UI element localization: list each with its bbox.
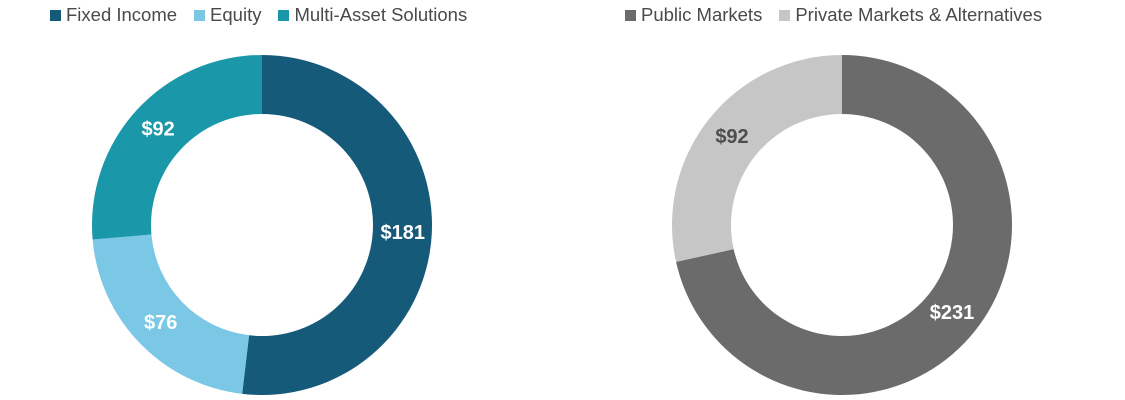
legend-item-public-markets: Public Markets: [625, 4, 762, 26]
slice-private-markets-alternatives: [672, 55, 842, 262]
legend-item-private-markets-alternatives: Private Markets & Alternatives: [779, 4, 1042, 26]
legend-label-public-markets: Public Markets: [641, 4, 763, 25]
slice-multi-asset-solutions: [91, 55, 262, 240]
legend-label-equity: Equity: [210, 4, 262, 25]
chart-right: Public Markets Private Markets & Alternat…: [560, 0, 1125, 400]
slice-value-label-public-markets: $231: [930, 302, 975, 324]
slice-value-label-private-markets-alternatives: $92: [715, 126, 748, 148]
slice-fixed-income: [242, 55, 432, 395]
slice-equity: [92, 234, 250, 394]
legend-swatch-fixed-income: [50, 9, 61, 21]
chart-left: Fixed Income Equity Multi-Asset Solutions …: [0, 0, 560, 400]
legend-label-fixed-income: Fixed Income: [66, 4, 178, 25]
legend-swatch-multi-asset-solutions: [278, 9, 290, 21]
slice-public-markets: [676, 55, 1012, 396]
legend-swatch-public-markets: [625, 9, 636, 21]
legend-right: Public Markets Private Markets & Alternat…: [625, 4, 1059, 26]
legend-item-equity: Equity: [194, 4, 261, 26]
slice-value-label-equity: $76: [144, 312, 177, 334]
legend-item-multi-asset-solutions: Multi-Asset Solutions: [278, 4, 467, 26]
slice-value-label-fixed-income: $181: [381, 222, 426, 244]
legend-swatch-equity: [194, 9, 206, 21]
donut-chart-left: $181 $76 $92: [91, 55, 432, 395]
legend-swatch-private-markets-alternatives: [779, 9, 791, 21]
donut-chart-right: $231 $92: [672, 55, 1012, 396]
legend-label-multi-asset-solutions: Multi-Asset Solutions: [294, 4, 468, 25]
slice-value-label-multi-asset-solutions: $92: [141, 119, 174, 141]
legend-item-fixed-income: Fixed Income: [50, 4, 177, 26]
legend-label-private-markets-alternatives: Private Markets & Alternatives: [795, 4, 1043, 25]
legend-left: Fixed Income Equity Multi-Asset Solutions: [50, 4, 484, 26]
